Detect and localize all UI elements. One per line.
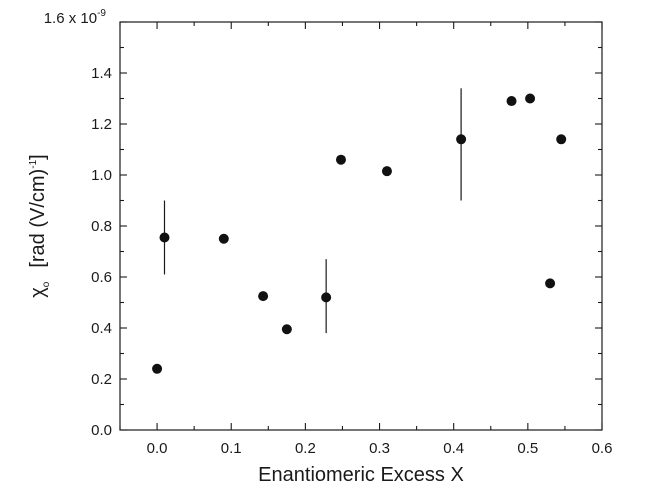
x-tick-label: 0.6 (592, 440, 613, 457)
y-axis-units-close: ] (27, 154, 49, 160)
y-tick-label: 1.4 (91, 65, 112, 82)
data-point (152, 363, 163, 374)
y-axis-subscript: o (41, 281, 52, 287)
y-tick-label: 1.2 (91, 116, 112, 133)
data-point (545, 278, 556, 289)
data-point (218, 233, 229, 244)
data-point (506, 96, 517, 107)
data-point (335, 154, 346, 165)
data-point (258, 291, 269, 302)
data-point (159, 232, 170, 243)
data-points (152, 93, 567, 374)
y-tick-label: 0.2 (91, 371, 112, 388)
y-tick-label: 1.0 (91, 167, 112, 184)
y-tick-label: 0.0 (91, 422, 112, 439)
x-tick-label: 0.4 (443, 440, 464, 457)
y-axis-title: χo [rad (V/cm)-1] (27, 154, 52, 297)
x-tick-label: 0.2 (295, 440, 316, 457)
data-point (281, 324, 292, 335)
axis-tick-labels: 0.0 0.1 0.2 0.3 0.4 0.5 0.6 0.0 0.2 0.4 0.6 0.8 1.0 1… (44, 8, 613, 457)
y-tick-label-top: 1.6 x 10-9 (44, 8, 107, 27)
y-tick-label: 0.6 (91, 269, 112, 286)
y-axis-units: [rad (V/cm) (27, 169, 49, 268)
y-axis-symbol: χ (27, 287, 49, 298)
data-point (381, 166, 392, 177)
plot-frame (119, 21, 603, 431)
y-axis-units-exponent: -1 (28, 159, 39, 168)
x-tick-label: 0.5 (517, 440, 538, 457)
x-tick-label: 0.1 (221, 440, 242, 457)
y-tick-exponent: -9 (97, 8, 106, 19)
axis-ticks (119, 21, 603, 431)
data-point (556, 134, 567, 145)
x-axis-title: Enantiomeric Excess X (258, 464, 464, 486)
y-tick-label: 0.8 (91, 218, 112, 235)
x-tick-label: 0.3 (369, 440, 390, 457)
x-tick-label: 0.0 (147, 440, 168, 457)
error-bars (163, 88, 462, 334)
data-point (321, 292, 332, 303)
y-tick-label: 0.4 (91, 320, 112, 337)
data-point (456, 134, 467, 145)
data-point (525, 93, 536, 104)
